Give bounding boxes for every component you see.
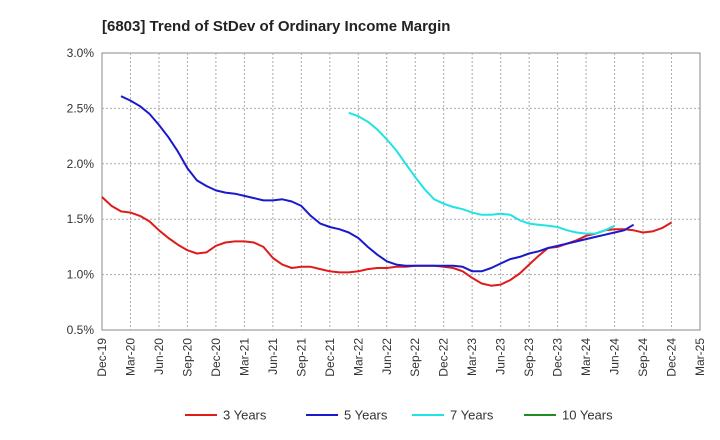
x-tick-label: Jun-23	[494, 338, 508, 375]
plot-area	[101, 52, 701, 331]
y-tick-label: 1.5%	[67, 212, 95, 226]
y-tick-label: 2.5%	[67, 101, 95, 115]
legend-label: 10 Years	[562, 408, 613, 423]
x-tick-label: Mar-21	[237, 338, 251, 376]
y-axis-ticks: 0.5% 1.0% 1.5% 2.0% 2.5% 3.0%	[67, 46, 95, 337]
legend-label: 5 Years	[344, 408, 388, 423]
x-tick-label: Dec-22	[437, 338, 451, 377]
y-tick-label: 3.0%	[67, 46, 95, 60]
x-tick-label: Mar-25	[693, 338, 707, 376]
x-tick-label: Sep-20	[180, 338, 194, 377]
series-line-2	[348, 111, 616, 235]
x-tick-label: Sep-23	[522, 338, 536, 377]
series-line-1	[120, 95, 635, 273]
y-tick-label: 1.0%	[67, 268, 95, 282]
x-tick-label: Jun-22	[380, 338, 394, 375]
series-line-0	[101, 196, 673, 287]
x-tick-label: Mar-22	[351, 338, 365, 376]
x-tick-label: Dec-19	[95, 338, 109, 377]
legend-label: 7 Years	[450, 408, 494, 423]
x-tick-label: Jun-20	[152, 338, 166, 375]
x-tick-label: Jun-21	[266, 338, 280, 375]
x-tick-label: Dec-20	[209, 338, 223, 377]
x-tick-label: Sep-22	[408, 338, 422, 377]
legend-label: 3 Years	[223, 408, 267, 423]
x-tick-label: Sep-21	[294, 338, 308, 377]
x-tick-label: Mar-20	[123, 338, 137, 376]
y-tick-label: 2.0%	[67, 157, 95, 171]
legend: 3 Years 5 Years 7 Years 10 Years	[185, 408, 613, 423]
x-tick-label: Dec-21	[323, 338, 337, 377]
y-tick-label: 0.5%	[67, 323, 95, 337]
x-tick-label: Dec-23	[551, 338, 565, 377]
x-tick-label: Sep-24	[636, 338, 650, 377]
x-axis-ticks: Dec-19 Mar-20 Jun-20 Sep-20 Dec-20 Mar-21 Jun-…	[95, 338, 707, 377]
chart-title: [6803] Trend of StDev of Ordinary Income…	[102, 18, 450, 35]
x-tick-label: Jun-24	[608, 338, 622, 375]
x-tick-label: Dec-24	[665, 338, 679, 377]
series-lines	[101, 95, 673, 287]
x-tick-label: Mar-24	[579, 338, 593, 376]
x-tick-label: Mar-23	[465, 338, 479, 376]
